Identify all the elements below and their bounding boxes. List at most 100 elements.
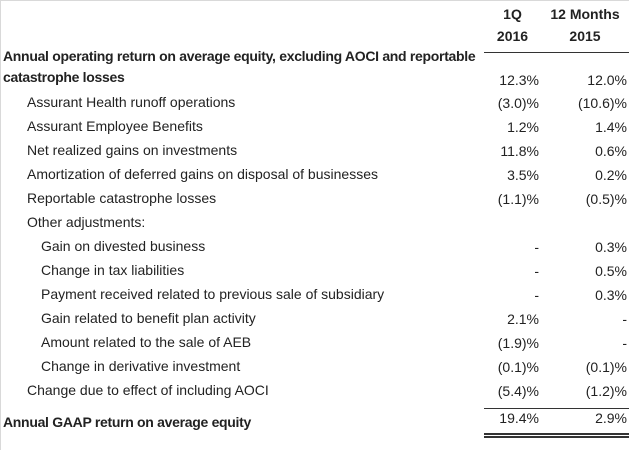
column-header-year: 2016 bbox=[496, 28, 529, 44]
row-label: Change in tax liabilities bbox=[1, 259, 484, 283]
table-row: Change in tax liabilities - 0.5% bbox=[1, 259, 629, 283]
row-label-line: Amortization of deferred gains on dispos… bbox=[27, 166, 378, 182]
row-label: Net realized gains on investments bbox=[1, 139, 484, 163]
value-1q-2016: (0.1)% bbox=[497, 359, 539, 375]
value-1q-2016: (1.9)% bbox=[497, 335, 539, 351]
value-12m-2015: (10.6)% bbox=[577, 95, 627, 111]
row-label-line: Net realized gains on investments bbox=[27, 142, 238, 158]
row-values: 2.1% - bbox=[484, 307, 629, 331]
table-body: Annual operating return on average equit… bbox=[1, 48, 629, 438]
row-label-line: Amount related to the sale of AEB bbox=[41, 334, 252, 350]
value-12m-2015: 0.6% bbox=[595, 143, 627, 159]
value-1q-2016 bbox=[484, 211, 541, 235]
table-row: Annual operating return on average equit… bbox=[1, 48, 629, 91]
row-values: 1.2% 1.4% bbox=[484, 115, 629, 139]
table-row: Gain on divested business - 0.3% bbox=[1, 235, 629, 259]
value-1q-2016: 3.5% bbox=[507, 167, 539, 183]
table-row: Amount related to the sale of AEB (1.9)% - bbox=[1, 331, 629, 355]
table-row: Payment received related to previous sal… bbox=[1, 283, 629, 307]
row-values: - 0.3% bbox=[484, 283, 629, 307]
row-label-line: Assurant Health runoff operations bbox=[27, 94, 236, 110]
row-label: Change due to effect of including AOCI bbox=[1, 379, 484, 403]
row-label: Amortization of deferred gains on dispos… bbox=[1, 163, 484, 187]
row-label-line: Change in tax liabilities bbox=[41, 262, 185, 278]
row-label: Reportable catastrophe losses bbox=[1, 187, 484, 211]
value-12m-2015: (1.2)% bbox=[585, 383, 627, 399]
value-12m-2015: 12.0% bbox=[587, 72, 627, 88]
value-1q-2016: 2.1% bbox=[507, 311, 539, 327]
column-header-period: 1Q bbox=[503, 6, 522, 22]
row-label: Payment received related to previous sal… bbox=[1, 283, 484, 307]
row-label-line: catastrophe losses bbox=[3, 69, 125, 85]
row-label-line: Assurant Employee Benefits bbox=[27, 118, 203, 134]
row-values bbox=[484, 211, 629, 235]
row-label-line: Annual GAAP return on average equity bbox=[3, 414, 251, 430]
value-12m-2015: - bbox=[622, 311, 627, 327]
table-row: Assurant Employee Benefits 1.2% 1.4% bbox=[1, 115, 629, 139]
total-row: Annual GAAP return on average equity 19.4… bbox=[1, 408, 629, 438]
value-12m-2015: 0.3% bbox=[595, 287, 627, 303]
row-label-line: Gain on divested business bbox=[41, 238, 206, 254]
table-header: 1Q 2016 12 Months 2015 bbox=[1, 1, 629, 53]
value-12m-2015: 0.5% bbox=[595, 263, 627, 279]
row-values: - 0.3% bbox=[484, 235, 629, 259]
row-label: Amount related to the sale of AEB bbox=[1, 331, 484, 355]
value-1q-2016: 1.2% bbox=[507, 119, 539, 135]
table-row: Other adjustments: bbox=[1, 211, 629, 235]
row-values: (5.4)% (1.2)% bbox=[484, 379, 629, 403]
table-row: Reportable catastrophe losses (1.1)% (0.5)… bbox=[1, 187, 629, 211]
row-label-line: Payment received related to previous sal… bbox=[41, 286, 385, 302]
value-1q-2016: (1.1)% bbox=[497, 191, 539, 207]
row-label: Assurant Employee Benefits bbox=[1, 115, 484, 139]
header-columns: 1Q 2016 12 Months 2015 bbox=[484, 1, 629, 53]
row-values: (1.1)% (0.5)% bbox=[484, 187, 629, 211]
column-header-period: 12 Months bbox=[550, 6, 620, 22]
row-label-line: Change in derivative investment bbox=[41, 358, 241, 374]
row-label-line: Other adjustments: bbox=[27, 214, 146, 230]
column-header-year: 2015 bbox=[569, 28, 601, 44]
row-label: Assurant Health runoff operations bbox=[1, 91, 484, 115]
table-row: Change due to effect of including AOCI (5… bbox=[1, 379, 629, 403]
value-1q-2016: 11.8% bbox=[500, 143, 539, 159]
value-1q-2016: (3.0)% bbox=[497, 95, 539, 111]
row-values: 11.8% 0.6% bbox=[484, 139, 629, 163]
row-label: Gain on divested business bbox=[1, 235, 484, 259]
value-1q-2016: - bbox=[534, 239, 539, 255]
column-header-1q-2016: 1Q 2016 bbox=[484, 1, 541, 52]
row-values: 3.5% 0.2% bbox=[484, 163, 629, 187]
row-values: 12.3% 12.0% bbox=[484, 53, 629, 91]
table-row: Change in derivative investment (0.1)% (0.… bbox=[1, 355, 629, 379]
row-label-line: Change due to effect of including AOCI bbox=[27, 382, 269, 398]
row-label-line: Annual operating return on average equit… bbox=[3, 48, 476, 64]
row-label: Other adjustments: bbox=[1, 211, 484, 235]
row-label: Annual GAAP return on average equity bbox=[1, 408, 484, 438]
value-1q-2016: - bbox=[534, 263, 539, 279]
value-1q-2016: 12.3% bbox=[499, 72, 539, 88]
value-12m-2015: 2.9% bbox=[595, 410, 627, 426]
value-1q-2016: (5.4)% bbox=[497, 383, 539, 399]
value-12m-2015: 0.2% bbox=[595, 167, 627, 183]
row-label-line: Reportable catastrophe losses bbox=[27, 190, 217, 206]
table-row: Amortization of deferred gains on dispos… bbox=[1, 163, 629, 187]
row-label: Change in derivative investment bbox=[1, 355, 484, 379]
row-label: Gain related to benefit plan activity bbox=[1, 307, 484, 331]
value-12m-2015: 1.4% bbox=[595, 119, 627, 135]
value-12m-2015: (0.5)% bbox=[585, 191, 627, 207]
value-12m-2015: 0.3% bbox=[595, 239, 627, 255]
row-label: Annual operating return on average equit… bbox=[1, 48, 484, 91]
row-values: 19.4% 2.9% bbox=[484, 408, 629, 438]
row-values: (3.0)% (10.6)% bbox=[484, 91, 629, 115]
table-row: Gain related to benefit plan activity 2.1… bbox=[1, 307, 629, 331]
row-values: (0.1)% (0.1)% bbox=[484, 355, 629, 379]
value-12m-2015: (0.1)% bbox=[585, 359, 627, 375]
row-values: (1.9)% - bbox=[484, 331, 629, 355]
row-label-line: Gain related to benefit plan activity bbox=[41, 310, 256, 326]
value-1q-2016: 19.4% bbox=[499, 410, 539, 426]
row-values: - 0.5% bbox=[484, 259, 629, 283]
value-1q-2016: - bbox=[534, 287, 539, 303]
value-12m-2015 bbox=[541, 211, 629, 235]
column-header-12m-2015: 12 Months 2015 bbox=[541, 1, 629, 52]
table-row: Assurant Health runoff operations (3.0)%(… bbox=[1, 91, 629, 115]
value-12m-2015: - bbox=[622, 335, 627, 351]
